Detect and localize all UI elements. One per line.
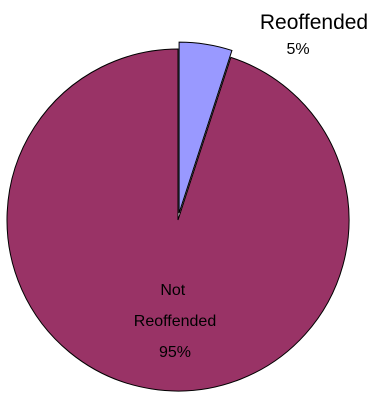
pie-slice-not-reoffended [6, 48, 350, 392]
slice-value-not-reoffended: 95% [159, 344, 191, 361]
slice-label-not-reoffended: Not Reoffended [134, 282, 216, 330]
slice-label-reoffended: Reoffended [260, 11, 368, 34]
pie-slice-reoffended [178, 41, 233, 214]
pie-slices [6, 41, 350, 392]
slice-value-reoffended: 5% [286, 41, 309, 58]
